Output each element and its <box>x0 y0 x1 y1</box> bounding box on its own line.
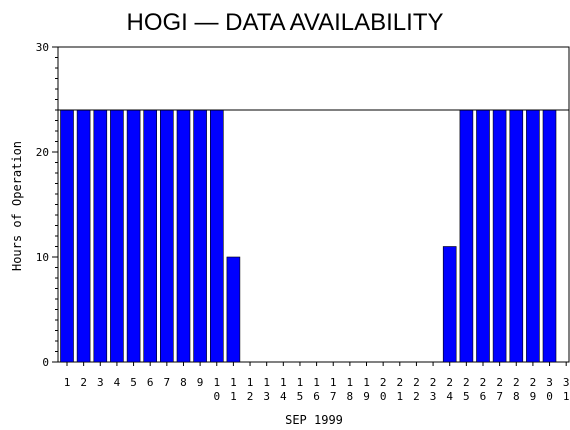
bar <box>60 109 74 363</box>
y-axis-label: Hours of Operation <box>10 141 24 271</box>
bar <box>459 109 474 363</box>
bar <box>176 109 191 363</box>
bar <box>93 109 108 363</box>
bar <box>193 109 207 363</box>
bar <box>226 256 241 363</box>
x-axis-label: SEP 1999 <box>285 413 343 427</box>
x-tick-label: 7 <box>164 376 171 389</box>
y-tick-label: 0 <box>42 356 49 369</box>
x-tick-label: 8 <box>180 376 187 389</box>
bar <box>476 109 490 363</box>
y-tick-label: 20 <box>36 146 49 159</box>
bar <box>160 109 174 363</box>
bar <box>110 109 124 363</box>
bar <box>143 109 157 363</box>
bar <box>509 109 524 363</box>
y-tick-label: 30 <box>36 41 49 54</box>
chart-title: HOGI — DATA AVAILABILITY <box>127 9 444 36</box>
y-tick-label: 10 <box>36 251 49 264</box>
x-tick-label: 9 <box>197 376 204 389</box>
x-tick-label: 2 <box>80 376 87 389</box>
bar <box>542 109 557 363</box>
bar <box>442 246 457 363</box>
bar <box>76 109 91 363</box>
x-tick-label: 5 <box>130 376 137 389</box>
bar <box>526 109 540 363</box>
x-tick-label: 3 <box>97 376 104 389</box>
x-tick-label: 1 <box>64 376 71 389</box>
bar <box>126 109 141 363</box>
x-tick-label: 6 <box>147 376 154 389</box>
bar <box>210 109 224 363</box>
bar <box>492 109 507 363</box>
x-tick-label: 4 <box>114 376 121 389</box>
